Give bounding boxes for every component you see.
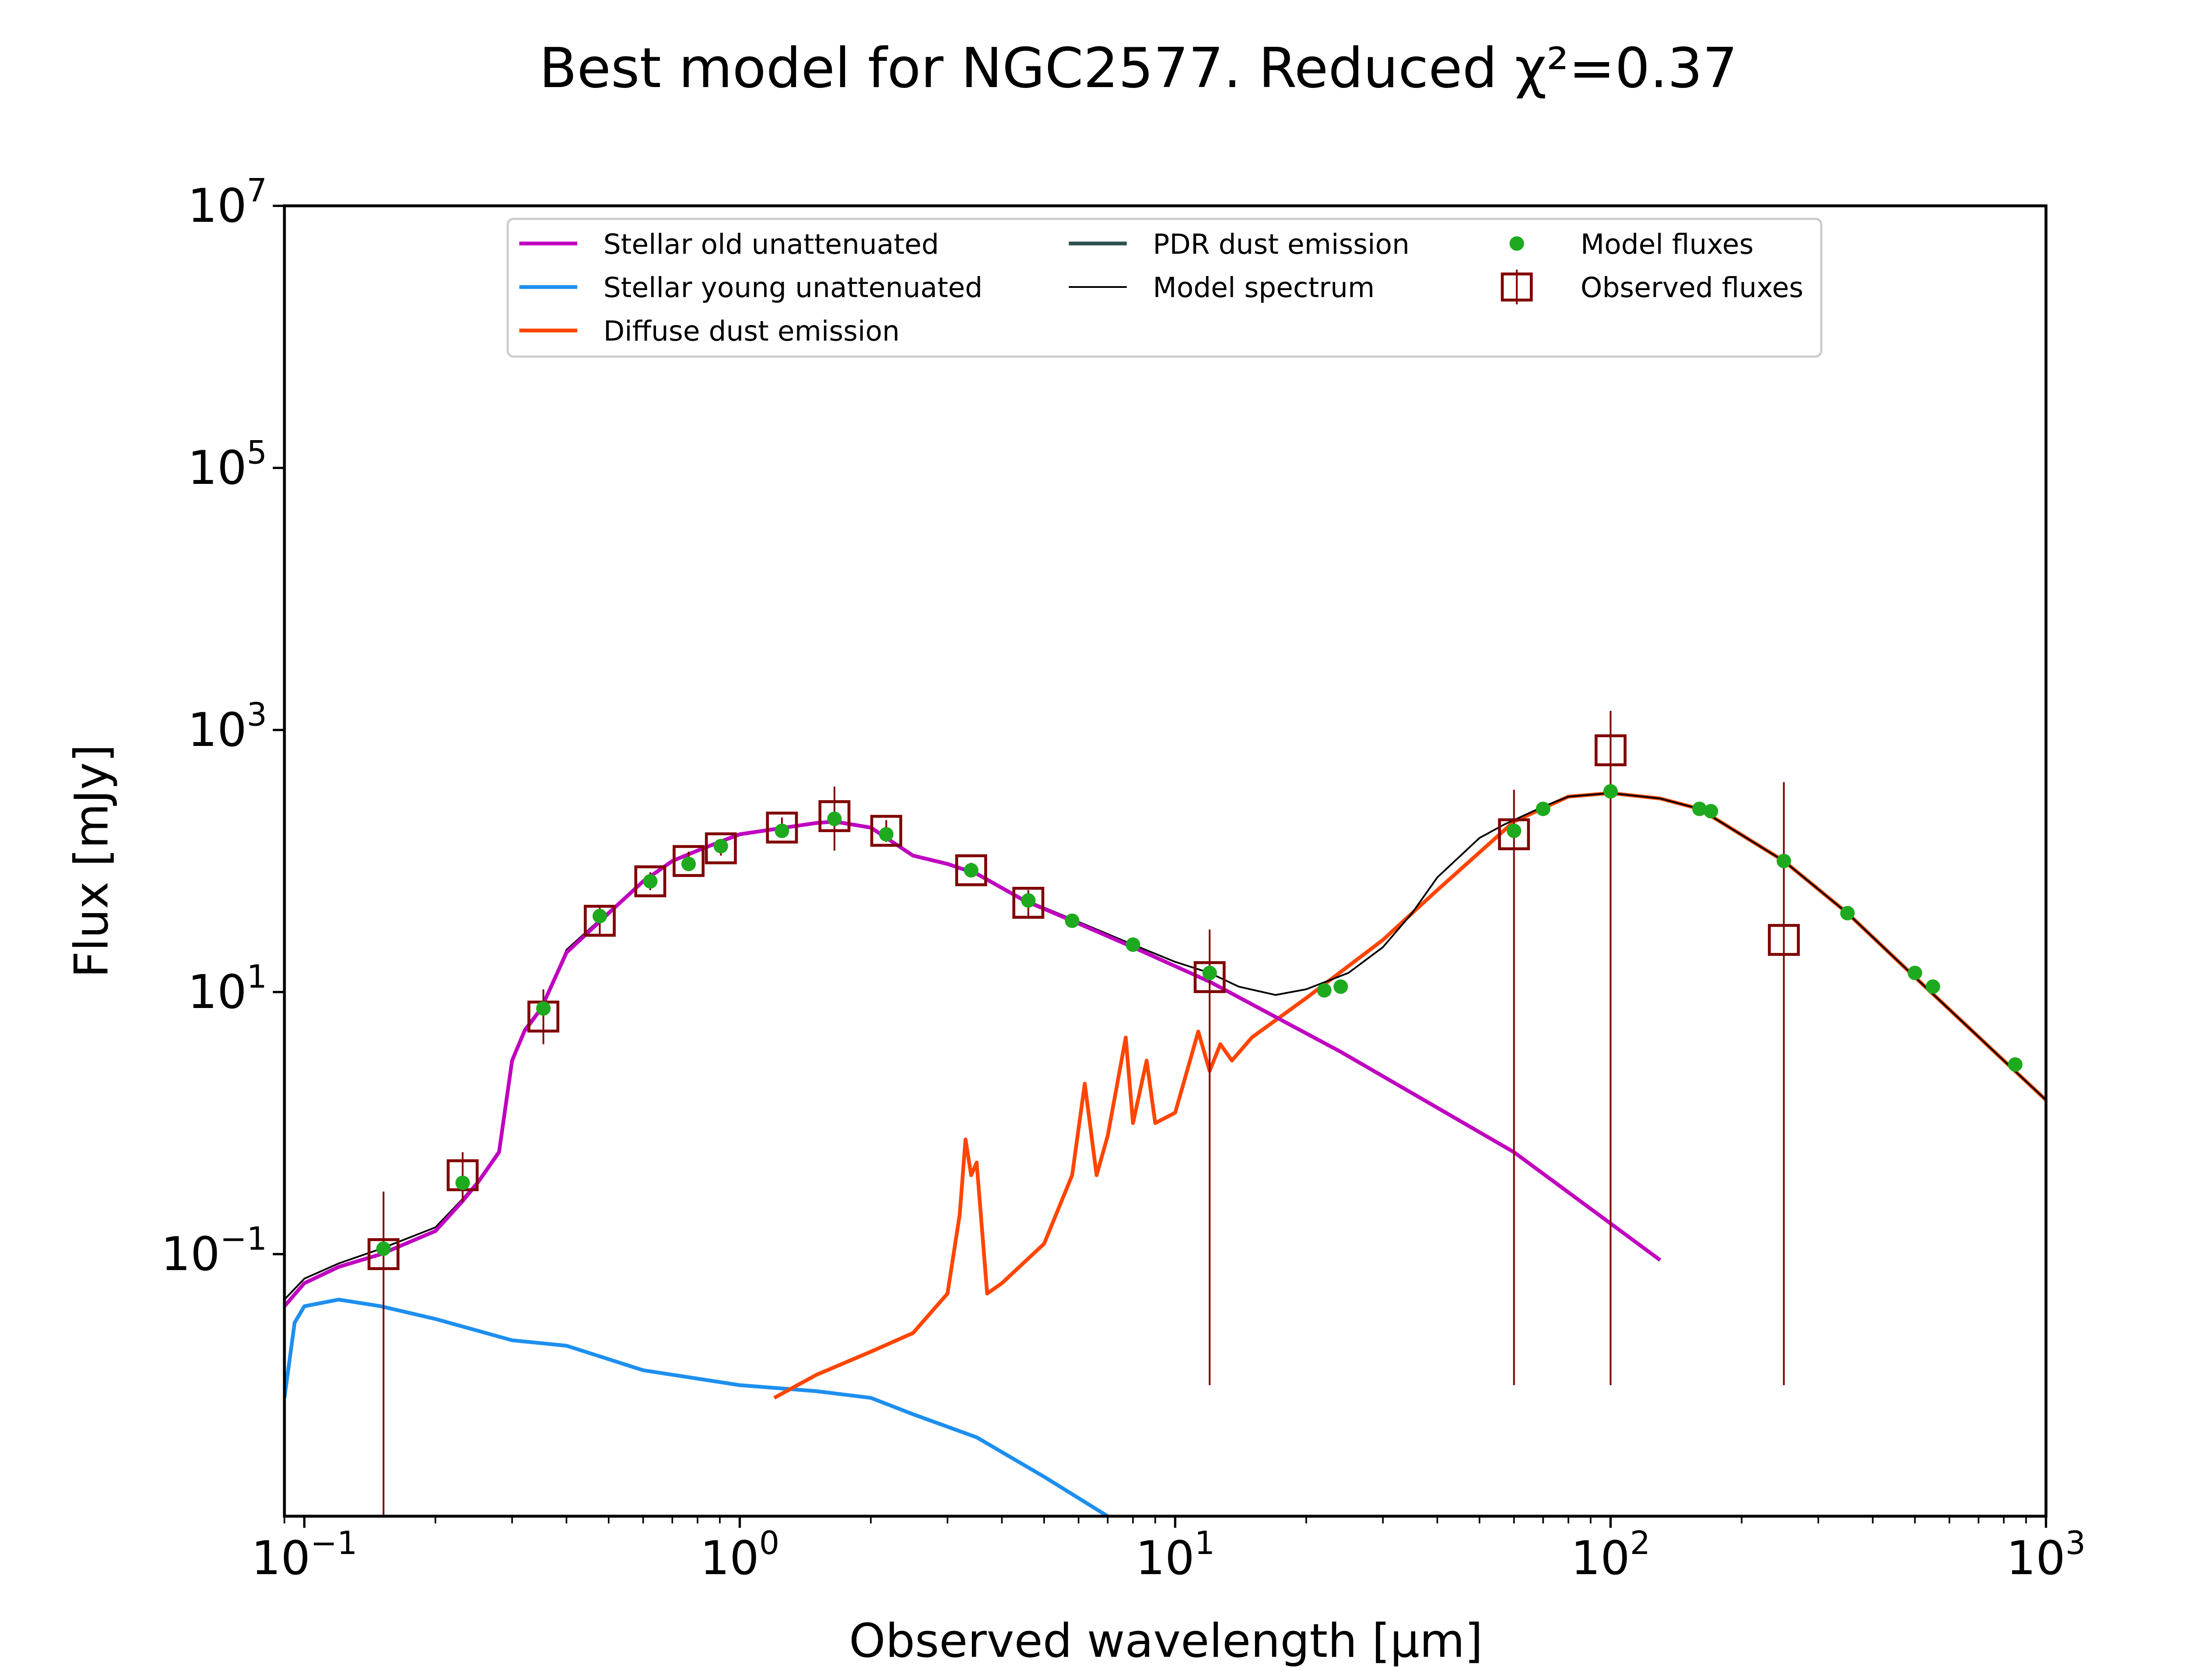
legend-stellar-young-unattenuated-label: Stellar young unattenuated bbox=[603, 272, 982, 304]
observed-fluxes-marker bbox=[705, 832, 737, 864]
model-fluxes-point bbox=[2008, 1057, 2023, 1072]
model-fluxes-point bbox=[536, 1001, 551, 1016]
stellar-old-unattenuated-line bbox=[284, 819, 1662, 1308]
observed-fluxes-marker bbox=[634, 865, 666, 897]
chart-title: Best model for NGC2577. Reduced χ²=0.37 bbox=[539, 36, 1738, 100]
observed-fluxes-marker bbox=[870, 815, 902, 847]
observed-fluxes-marker bbox=[584, 905, 616, 937]
observed-fluxes-marker bbox=[766, 812, 798, 844]
y-axis-label: Flux [mJy] bbox=[65, 744, 119, 978]
model-fluxes-point bbox=[827, 811, 842, 826]
model-fluxes-point bbox=[1021, 893, 1036, 908]
model-fluxes-point bbox=[1925, 979, 1940, 994]
y-tick-label: 10−1 bbox=[161, 1221, 267, 1281]
model-fluxes-point bbox=[1126, 937, 1140, 952]
model-fluxes-point bbox=[964, 863, 978, 878]
model-fluxes-point bbox=[455, 1176, 470, 1190]
legend-diffuse-dust-emission-label: Diffuse dust emission bbox=[603, 315, 900, 347]
y-tick-label: 103 bbox=[188, 696, 267, 757]
legend-stellar-old-unattenuated-label: Stellar old unattenuated bbox=[603, 228, 939, 260]
observed-fluxes-marker bbox=[673, 845, 705, 877]
observed-fluxes-marker bbox=[1595, 734, 1627, 766]
axis-ticks: 10−1 100 101 102 103 10−1 101 103 105 107 bbox=[161, 172, 2086, 1586]
model-fluxes-point bbox=[1333, 979, 1348, 994]
legend-model-spectrum-label: Model spectrum bbox=[1153, 272, 1375, 304]
model-fluxes-point bbox=[1776, 854, 1791, 868]
model-fluxes-point bbox=[1536, 802, 1550, 816]
model-fluxes-point bbox=[1065, 914, 1080, 928]
model-fluxes-point bbox=[1704, 804, 1718, 819]
legend: Stellar old unattenuated Stellar young un… bbox=[506, 217, 1823, 358]
legend-observed-fluxes-swatch bbox=[1501, 272, 1533, 302]
legend-observed-fluxes-label: Observed fluxes bbox=[1581, 272, 1803, 304]
plot-frame bbox=[283, 204, 2048, 1518]
observed-fluxes-marker bbox=[1012, 887, 1045, 919]
legend-model-fluxes-label: Model fluxes bbox=[1581, 228, 1753, 260]
series-layer bbox=[284, 710, 2046, 1516]
y-tick-label: 105 bbox=[188, 434, 267, 495]
stellar-young-unattenuated-line bbox=[284, 1298, 1109, 1516]
model-fluxes-point bbox=[1603, 784, 1618, 799]
model-fluxes-point bbox=[1317, 983, 1332, 998]
x-tick-label: 101 bbox=[1136, 1525, 1215, 1586]
x-axis-label: Observed wavelength [μm] bbox=[849, 1614, 1483, 1668]
legend-model-fluxes-swatch bbox=[1509, 236, 1524, 251]
observed-fluxes-marker bbox=[1498, 818, 1530, 850]
model-fluxes-point bbox=[1202, 966, 1217, 980]
y-tick-label: 101 bbox=[188, 959, 267, 1019]
observed-fluxes-marker bbox=[1767, 924, 1800, 956]
x-tick-label: 10−1 bbox=[251, 1525, 357, 1586]
observed-fluxes-marker bbox=[367, 1238, 400, 1270]
plot-area bbox=[284, 710, 2046, 1516]
model-fluxes-point bbox=[713, 839, 728, 854]
model-fluxes-point bbox=[1907, 966, 1922, 980]
x-tick-label: 102 bbox=[1571, 1525, 1650, 1586]
model-fluxes-point bbox=[775, 823, 789, 838]
model-fluxes-point bbox=[1840, 906, 1855, 920]
observed-fluxes-marker bbox=[818, 800, 851, 832]
y-tick-label: 107 bbox=[188, 172, 267, 233]
model-fluxes-point bbox=[1507, 823, 1522, 838]
model-fluxes-point bbox=[681, 857, 696, 872]
x-tick-label: 103 bbox=[2006, 1525, 2086, 1586]
model-fluxes-point bbox=[593, 909, 607, 924]
model-fluxes-point bbox=[643, 874, 658, 889]
x-tick-label: 100 bbox=[700, 1525, 779, 1586]
observed-fluxes-marker bbox=[1193, 961, 1226, 993]
legend-box bbox=[506, 217, 1823, 358]
legend-pdr-dust-emission-label: PDR dust emission bbox=[1153, 228, 1410, 260]
model-fluxes-point bbox=[1692, 802, 1707, 816]
model-fluxes-point bbox=[879, 827, 894, 842]
observed-fluxes-marker bbox=[955, 854, 987, 886]
model-fluxes-point bbox=[376, 1241, 391, 1256]
